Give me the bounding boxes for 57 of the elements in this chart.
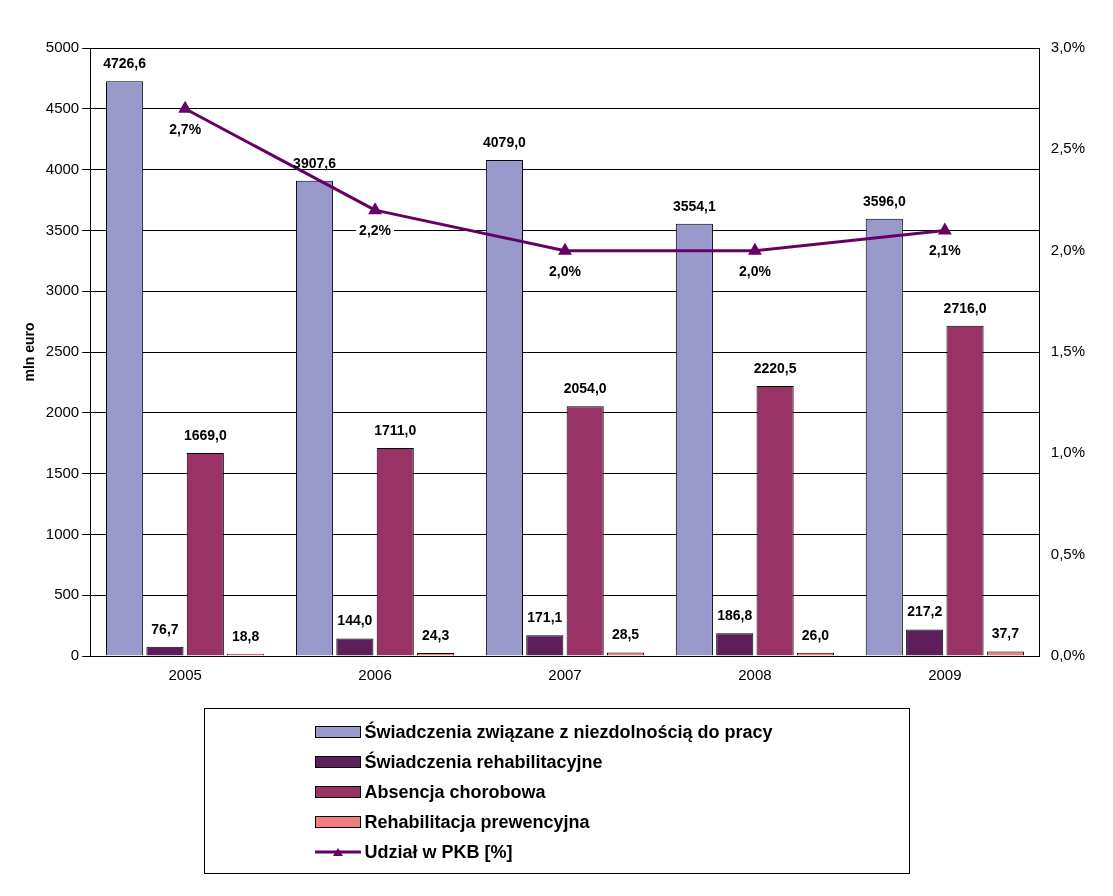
- legend-label: Świadczenia rehabilitacyjne: [364, 751, 603, 773]
- data-label: 18,8: [232, 627, 260, 644]
- x-tick-label: 2005: [168, 666, 202, 684]
- point: [939, 223, 951, 235]
- x-tick-label: 2009: [928, 666, 962, 684]
- data-label: 2220,5: [753, 359, 797, 376]
- y-tick-label: 1000: [45, 524, 80, 542]
- point: [369, 203, 381, 215]
- y2-tick-label: 1,5%: [1050, 342, 1086, 360]
- data-label: 26,0: [801, 626, 830, 643]
- y-tick-label: 2500: [45, 342, 80, 360]
- y2-tick-label: 1,0%: [1050, 443, 1086, 461]
- y-tick-label: 3500: [45, 220, 80, 238]
- y2-tick-label: 2,5%: [1050, 139, 1086, 157]
- data-label: 3554,1: [672, 197, 716, 214]
- data-label: 4726,6: [103, 55, 147, 72]
- y2-tick-label: 2,0%: [1050, 240, 1086, 258]
- data-label: 2,0%: [549, 262, 582, 279]
- y-tick-label: 500: [54, 585, 80, 603]
- y-tick-label: 1500: [45, 463, 80, 481]
- data-label: 76,7: [151, 620, 179, 637]
- data-label: 28,5: [611, 626, 640, 643]
- y-tick-label: 2000: [45, 402, 80, 420]
- y2-tick-label: 0,5%: [1050, 544, 1086, 562]
- legend-label: Świadczenia związane z niezdolnością do pracy: [364, 721, 773, 743]
- data-label: 4079,0: [483, 133, 527, 150]
- x-tick-label: 2006: [358, 666, 392, 684]
- data-label: 2054,0: [563, 380, 607, 397]
- data-label: 2716,0: [943, 299, 987, 316]
- x-tick-label: 2007: [548, 666, 582, 684]
- y2-tick-label: 3,0%: [1050, 38, 1086, 56]
- y-tick-label: 4000: [45, 159, 80, 177]
- data-label: 2,1%: [928, 242, 962, 259]
- data-label: 3907,6: [293, 154, 337, 171]
- y-tick-label: 4500: [45, 98, 80, 116]
- data-label: 3596,0: [862, 192, 906, 209]
- data-label: 1669,0: [183, 426, 227, 443]
- data-label: 144,0: [337, 612, 373, 629]
- data-label: 2,7%: [169, 120, 202, 137]
- point: [559, 244, 571, 255]
- data-label: 24,3: [421, 626, 450, 643]
- legend-label: Rehabilitacja prewencyjna: [364, 811, 590, 833]
- y-axis-title: mln euro: [21, 322, 38, 382]
- y2-tick-label: 0,0%: [1050, 646, 1086, 664]
- x-tick-label: 2008: [738, 666, 772, 684]
- legend-label: Absencja chorobowa: [364, 781, 546, 803]
- legend-label: Udział w PKB [%]: [364, 841, 513, 863]
- data-label: 171,1: [527, 609, 563, 626]
- data-label: 217,2: [907, 603, 943, 620]
- data-label: 2,0%: [738, 262, 772, 279]
- y-tick-label: 3000: [45, 281, 80, 299]
- y-tick-label: 5000: [45, 38, 80, 56]
- data-label: 37,7: [991, 625, 1020, 642]
- data-label: 2,2%: [359, 221, 392, 238]
- data-label: 186,8: [717, 607, 753, 624]
- data-label: 1711,0: [374, 421, 417, 438]
- y-tick-label: 0: [70, 646, 80, 664]
